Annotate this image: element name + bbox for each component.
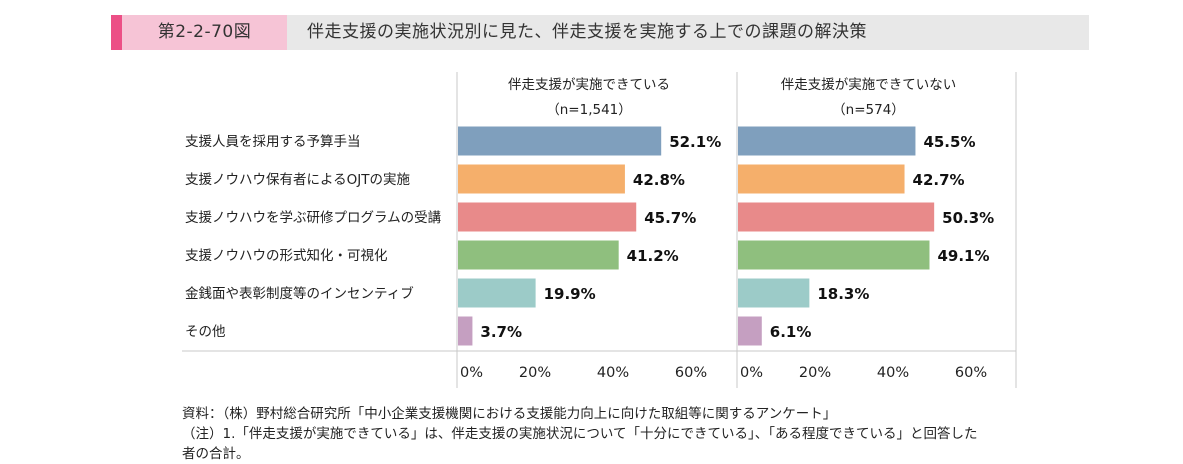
bar (458, 240, 619, 270)
category-label: 支援人員を採用する予算手当 (185, 134, 361, 150)
source-note: 資料：（株）野村総合研究所「中小企業支援機関における支援能力向上に向けた取組等に… (182, 406, 837, 422)
bar-value-label: 42.8% (633, 171, 685, 189)
bar (738, 316, 762, 346)
figure-number: 第2-2-70図 (122, 15, 287, 50)
category-label: 金銭面や表彰制度等のインセンティブ (185, 285, 414, 302)
footnote-line-2: 者の合計。 (182, 446, 250, 462)
x-tick-label: 0% (740, 365, 763, 381)
x-tick-label: 0% (460, 365, 483, 381)
category-label: 支援ノウハウ保有者によるOJTの実施 (185, 172, 410, 188)
bar (458, 202, 637, 232)
bar (458, 126, 662, 156)
bar-value-label: 18.3% (817, 285, 869, 303)
bar-chart: 支援人員を採用する予算手当支援ノウハウ保有者によるOJTの実施支援ノウハウを学ぶ… (182, 72, 1017, 388)
bar (458, 278, 536, 308)
bar (738, 278, 810, 308)
bar (458, 164, 625, 194)
category-label: 支援ノウハウの形式知化・可視化 (185, 247, 388, 264)
panel-sample-size: （n=574） (832, 102, 905, 118)
bar-value-label: 3.7% (480, 323, 522, 341)
x-tick-label: 20% (799, 365, 831, 381)
footer-notes: 資料：（株）野村総合研究所「中小企業支援機関における支援能力向上に向けた取組等に… (182, 404, 977, 464)
bar-value-label: 50.3% (942, 209, 994, 227)
figure-header: 第2-2-70図 伴走支援の実施状況別に見た、伴走支援を実施する上での課題の解決… (111, 15, 1089, 50)
bar-value-label: 45.7% (644, 209, 696, 227)
bar (738, 164, 905, 194)
category-label: 支援ノウハウを学ぶ研修プログラムの受講 (185, 210, 441, 226)
bar-value-label: 19.9% (544, 285, 596, 303)
bar (738, 240, 930, 270)
panel-title: 伴走支援が実施できている (508, 77, 670, 93)
x-tick-label: 60% (955, 365, 987, 381)
bar (738, 126, 916, 156)
panel-sample-size: （n=1,541） (546, 102, 632, 118)
bar (738, 202, 935, 232)
x-tick-label: 40% (877, 365, 909, 381)
x-tick-label: 20% (519, 365, 551, 381)
bar-value-label: 42.7% (913, 171, 965, 189)
bar (458, 316, 473, 346)
bar-value-label: 52.1% (669, 133, 721, 151)
x-tick-label: 60% (675, 365, 707, 381)
figure-title: 伴走支援の実施状況別に見た、伴走支援を実施する上での課題の解決策 (307, 22, 867, 42)
bar-value-label: 45.5% (923, 133, 975, 151)
bar-value-label: 6.1% (770, 323, 812, 341)
x-tick-label: 40% (597, 365, 629, 381)
bar-value-label: 49.1% (937, 247, 989, 265)
footnote-line-1: （注）1.「伴走支援が実施できている」は、伴走支援の実施状況について「十分にでき… (182, 426, 978, 442)
panel-title: 伴走支援が実施できていない (781, 77, 957, 93)
figure-accent-bar (111, 15, 122, 50)
bar-value-label: 41.2% (627, 247, 679, 265)
category-label: その他 (185, 324, 226, 340)
